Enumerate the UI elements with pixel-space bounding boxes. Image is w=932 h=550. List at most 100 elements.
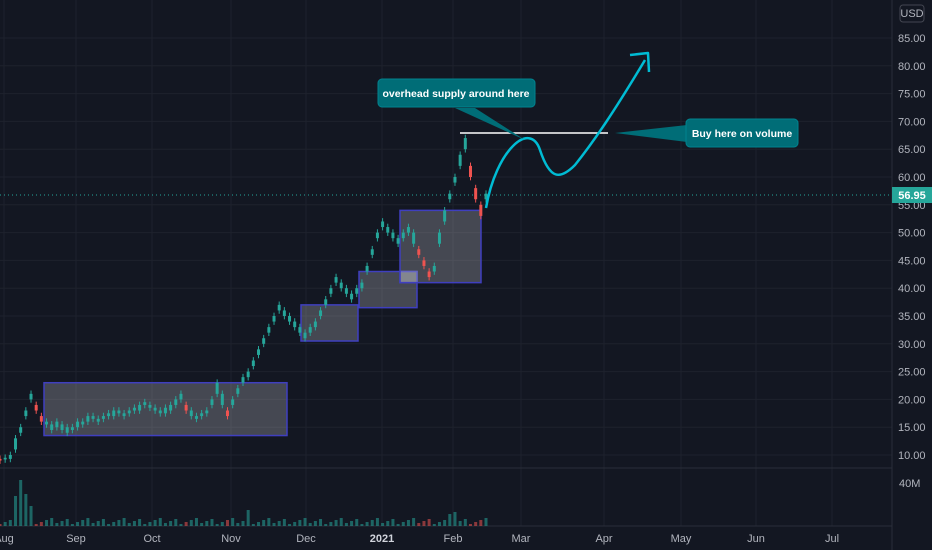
volume-bar: [231, 518, 235, 526]
candle-body: [422, 260, 426, 266]
zone-rect[interactable]: [399, 209, 482, 284]
volume-bar: [91, 523, 95, 526]
candle-body: [370, 249, 374, 255]
candle-body: [50, 424, 54, 430]
callout-text: Buy here on volume: [692, 128, 793, 140]
volume-bar: [241, 521, 245, 526]
candle-body: [112, 410, 116, 417]
candle-body: [437, 232, 441, 244]
candle-body: [334, 277, 338, 283]
volume-bar: [293, 522, 297, 526]
time-axis[interactable]: Aug Sep Oct Nov Dec 2021 Feb Mar Apr May Jun Jul: [0, 533, 839, 545]
volume-bar: [251, 524, 255, 526]
horizontal-gridlines: [0, 37, 892, 456]
candle-body: [443, 210, 447, 222]
volume-bar: [132, 521, 136, 526]
price-tick-label: 80.00: [898, 61, 926, 73]
candle-body: [293, 321, 297, 328]
volume-bar: [127, 523, 131, 526]
price-axis[interactable]: 85.0080.0075.0070.0065.0060.0055.0050.00…: [898, 33, 926, 462]
candle-body: [143, 402, 147, 405]
price-tick-label: 75.00: [898, 89, 926, 101]
volume-bar: [303, 518, 307, 526]
volume-bar: [65, 519, 69, 526]
volume-bar: [81, 520, 85, 526]
candle-body: [277, 304, 281, 311]
volume-bar: [334, 520, 338, 526]
candle-body: [453, 177, 457, 183]
volume-bar: [24, 494, 28, 526]
candle-body: [484, 193, 488, 200]
price-tick-label: 30.00: [898, 339, 926, 351]
candle-body: [303, 332, 307, 339]
zone-rect[interactable]: [358, 270, 418, 309]
candle-body: [101, 416, 105, 419]
candle-body: [205, 410, 209, 414]
volume-bar: [225, 520, 229, 526]
candle-body: [179, 393, 183, 400]
candle-body: [24, 410, 28, 417]
zone-rect[interactable]: [300, 304, 359, 342]
candle-body: [81, 421, 85, 425]
price-tick-label: 45.00: [898, 255, 926, 267]
candle-body: [298, 327, 302, 333]
candle-body: [132, 407, 136, 411]
volume-bar: [468, 524, 472, 526]
volume-bar: [324, 524, 328, 526]
candle-body: [313, 321, 317, 328]
volume-bar: [220, 522, 224, 526]
volume-bar: [112, 522, 116, 526]
volume-bar: [210, 519, 214, 526]
candle-body: [463, 138, 467, 150]
time-tick-label: Oct: [143, 533, 160, 545]
volume-bar: [282, 519, 286, 526]
consolidation-zones[interactable]: [43, 209, 482, 437]
volume-bar: [179, 524, 183, 526]
last-price-value: 56.95: [898, 190, 926, 202]
callout-text: overhead supply around here: [382, 88, 529, 100]
volume-bar: [267, 518, 271, 526]
candle-body: [308, 327, 312, 333]
volume-bar: [344, 523, 348, 526]
volume-bar: [313, 521, 317, 526]
volume-bar: [417, 523, 421, 526]
volume-bar: [205, 521, 209, 526]
volume-bar: [422, 521, 426, 526]
callout-buy-here[interactable]: Buy here on volume: [615, 118, 799, 148]
price-tick-label: 65.00: [898, 144, 926, 156]
candle-body: [339, 282, 343, 289]
volume-bar: [350, 521, 354, 526]
last-price-badge: 56.95: [892, 187, 932, 203]
callout-overhead-supply[interactable]: overhead supply around here: [377, 78, 536, 140]
candle-body: [122, 413, 126, 417]
candlesticks: [0, 134, 488, 464]
candle-body: [427, 271, 431, 278]
currency-badge[interactable]: USD: [899, 4, 925, 23]
time-tick-label: Apr: [595, 533, 612, 545]
candle-body: [76, 421, 80, 428]
volume-bar: [169, 521, 173, 526]
volume-bar: [262, 520, 266, 526]
volume-bar: [148, 522, 152, 526]
candle-body: [251, 360, 255, 367]
price-tick-label: 15.00: [898, 422, 926, 434]
candle-body: [236, 388, 240, 394]
volume-bar: [3, 522, 7, 526]
volume-bar: [443, 520, 447, 526]
volume-bar: [184, 522, 188, 526]
candle-body: [381, 221, 385, 228]
candle-body: [148, 404, 152, 408]
volume-bar: [163, 523, 167, 526]
volume-bar: [479, 520, 483, 526]
candle-body: [210, 399, 214, 405]
candle-body: [45, 421, 49, 425]
projection-arrow[interactable]: [484, 59, 647, 209]
candle-body: [39, 416, 43, 422]
candle-body: [412, 232, 416, 244]
volume-bar: [19, 480, 23, 526]
candle-body: [194, 416, 198, 419]
price-tick-label: 70.00: [898, 116, 926, 128]
price-tick-label: 85.00: [898, 33, 926, 45]
candle-body: [19, 427, 23, 433]
